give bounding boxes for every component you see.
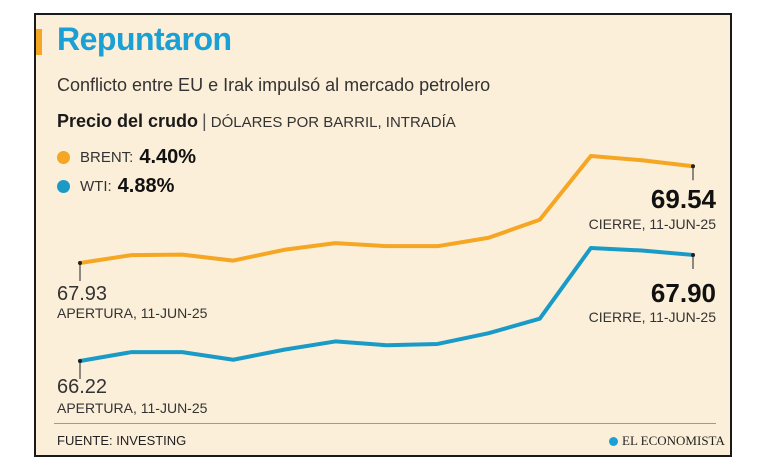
- brent-point: [232, 260, 234, 262]
- brent-point: [641, 159, 643, 161]
- wti-point: [181, 351, 183, 353]
- legend-wti: WTI: 4.88%: [57, 175, 174, 198]
- wti-point: [590, 247, 592, 249]
- chart-title-text: Precio del crudo: [57, 111, 199, 131]
- brand-name: EL ECONOMISTA: [622, 433, 725, 448]
- source-note: FUENTE: INVESTING: [57, 433, 187, 448]
- chart-card: [34, 13, 732, 457]
- brent-open-value: 67.93: [57, 283, 108, 305]
- page-subtitle: Conflicto entre EU e Irak impulsó al mer…: [57, 75, 491, 95]
- wti-point: [437, 343, 439, 345]
- brent-point: [539, 219, 541, 221]
- wti-open-marker: [78, 359, 82, 363]
- wti-point: [641, 250, 643, 252]
- wti-close-caption: CIERRE, 11-JUN-25: [588, 309, 716, 325]
- wti-point: [283, 349, 285, 351]
- wti-open-value: 66.22: [57, 376, 108, 398]
- brent-point: [386, 245, 387, 247]
- brent-close-caption: CIERRE, 11-JUN-25: [588, 216, 716, 232]
- brent-point: [283, 249, 285, 251]
- wti-point: [232, 359, 234, 361]
- brent-open-caption: APERTURA, 11-JUN-25: [57, 305, 208, 321]
- brent-legend-label: BRENT:: [80, 149, 134, 166]
- brent-point: [181, 254, 183, 256]
- wti-close-marker: [691, 252, 695, 257]
- brent-close-marker: [691, 164, 695, 169]
- wti-point: [539, 318, 541, 320]
- title-accent-bar: [36, 29, 42, 55]
- brent-point: [437, 245, 439, 247]
- brand-logo: EL ECONOMISTA: [609, 433, 725, 449]
- wti-legend-label: WTI:: [80, 178, 112, 195]
- brent-point: [590, 155, 592, 157]
- brent-close-value: 69.54: [650, 184, 716, 214]
- brent-point: [488, 237, 490, 239]
- brent-legend-value: 4.40%: [139, 146, 197, 168]
- brand-logo-icon: [609, 436, 618, 446]
- wti-point: [488, 332, 490, 334]
- footer-divider: [54, 423, 716, 424]
- brent-legend-dot: [57, 151, 70, 164]
- wti-point: [386, 344, 387, 346]
- title-separator: |: [202, 111, 207, 131]
- page-title: Repuntaron: [57, 21, 232, 57]
- legend-brent: BRENT: 4.40%: [57, 146, 196, 169]
- wti-open-caption: APERTURA, 11-JUN-25: [57, 400, 208, 416]
- brent-point: [334, 242, 336, 244]
- wti-legend-value: 4.88%: [117, 175, 175, 197]
- brent-open-marker: [78, 261, 82, 265]
- wti-point: [334, 340, 336, 342]
- brent-point: [130, 254, 132, 256]
- chart-title: Precio del crudo | DÓLARES POR BARRIL, INT…: [57, 111, 456, 132]
- chart-units: DÓLARES POR BARRIL, INTRADÍA: [210, 114, 456, 131]
- wti-legend-dot: [57, 180, 70, 193]
- wti-point: [130, 351, 132, 353]
- wti-close-value: 67.90: [650, 278, 716, 308]
